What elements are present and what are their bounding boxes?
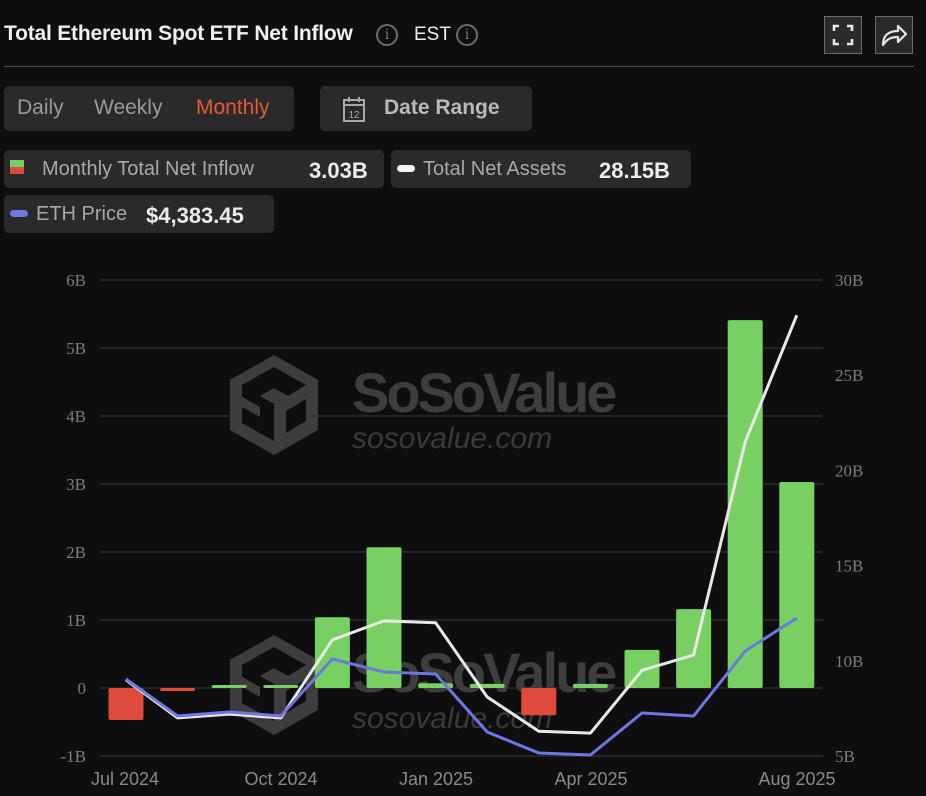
right-axis-label: 25B xyxy=(835,366,863,385)
right-axis-label: 15B xyxy=(835,557,863,576)
x-axis-label: Apr 2025 xyxy=(554,769,627,789)
right-axis-label: 20B xyxy=(835,461,863,480)
left-axis-label: 5B xyxy=(66,339,86,358)
inflow-bar[interactable] xyxy=(366,547,402,688)
price-line-swatch-icon xyxy=(10,210,28,217)
x-axis-label: Jan 2025 xyxy=(399,769,473,789)
period-selector: Daily Weekly Monthly xyxy=(4,86,294,131)
assets-line-swatch-icon xyxy=(397,165,415,172)
tab-daily[interactable]: Daily xyxy=(17,96,64,119)
left-axis-label: 3B xyxy=(66,475,86,494)
sosovalue-watermark-icon xyxy=(230,355,318,455)
fullscreen-icon xyxy=(832,24,854,46)
combo-chart: 6B 5B 4B 3B 2B 1B 0 -1B 30B 25B 20B 15B 10B 5B SoSoVa… xyxy=(61,271,864,789)
inflow-bar[interactable] xyxy=(160,688,196,691)
legend-assets[interactable]: Total Net Assets 28.15B xyxy=(391,150,691,188)
legend-inflow-value: 3.03B xyxy=(309,158,368,183)
inflow-bar[interactable] xyxy=(779,481,815,688)
inflow-swatch-icon xyxy=(10,160,24,174)
fullscreen-button[interactable] xyxy=(824,16,862,54)
total-net-assets-line[interactable] xyxy=(125,314,799,735)
left-axis-label: 4B xyxy=(66,407,86,426)
date-range-label: Date Range xyxy=(384,96,500,119)
tab-monthly[interactable]: Monthly xyxy=(196,96,270,119)
right-axis-label: 5B xyxy=(835,747,855,766)
chart-header: Total Ethereum Spot ETF Net Inflow i EST… xyxy=(0,0,926,68)
inflow-bar[interactable] xyxy=(314,617,350,688)
legend-price-label: ETH Price xyxy=(36,203,128,225)
svg-text:12: 12 xyxy=(348,110,360,121)
right-axis-label: 10B xyxy=(835,652,863,671)
date-range-button[interactable]: 12 Date Range xyxy=(320,86,532,131)
share-icon xyxy=(881,24,908,47)
inflow-bar[interactable] xyxy=(521,688,557,716)
inflow-bar[interactable] xyxy=(676,609,712,688)
watermark-brand: SoSoValue xyxy=(352,361,616,424)
left-axis-label: 6B xyxy=(66,271,86,290)
left-axis-label: 2B xyxy=(66,543,86,562)
x-axis-label: Jul 2024 xyxy=(91,769,159,789)
left-axis-label: 1B xyxy=(66,611,86,630)
legend-assets-label: Total Net Assets xyxy=(423,158,567,180)
chart-area[interactable]: 6B 5B 4B 3B 2B 1B 0 -1B 30B 25B 20B 15B 10B 5B SoSoVa… xyxy=(0,250,926,796)
share-button[interactable] xyxy=(875,16,913,54)
watermark-url: sosovalue.com xyxy=(352,422,552,455)
chart-title: Total Ethereum Spot ETF Net Inflow xyxy=(4,22,353,45)
inflow-bar[interactable] xyxy=(108,688,144,720)
calendar-icon: 12 xyxy=(343,97,365,122)
right-axis-label: 30B xyxy=(835,271,863,290)
inflow-bar[interactable] xyxy=(263,685,299,688)
tab-weekly[interactable]: Weekly xyxy=(94,96,163,119)
legend-inflow-label: Monthly Total Net Inflow xyxy=(42,158,254,180)
timezone-label: EST xyxy=(414,24,451,45)
title-info-icon[interactable]: i xyxy=(376,24,398,46)
legend-inflow[interactable]: Monthly Total Net Inflow 3.03B xyxy=(4,150,384,188)
inflow-bar[interactable] xyxy=(727,320,763,688)
left-axis-label: -1B xyxy=(61,747,87,766)
inflow-bar[interactable] xyxy=(211,685,247,688)
x-axis-label: Oct 2024 xyxy=(244,769,317,789)
left-axis-label: 0 xyxy=(78,679,87,698)
legend-eth-price[interactable]: ETH Price $4,383.45 xyxy=(4,195,274,233)
eth-price-line[interactable] xyxy=(125,616,798,757)
legend-assets-value: 28.15B xyxy=(599,158,670,183)
inflow-bar[interactable] xyxy=(572,683,608,688)
x-axis-label: Aug 2025 xyxy=(758,769,835,789)
header-divider xyxy=(4,66,914,67)
legend-price-value: $4,383.45 xyxy=(146,203,244,228)
inflow-bar[interactable] xyxy=(469,683,505,688)
timezone-info-icon[interactable]: i xyxy=(456,24,478,46)
